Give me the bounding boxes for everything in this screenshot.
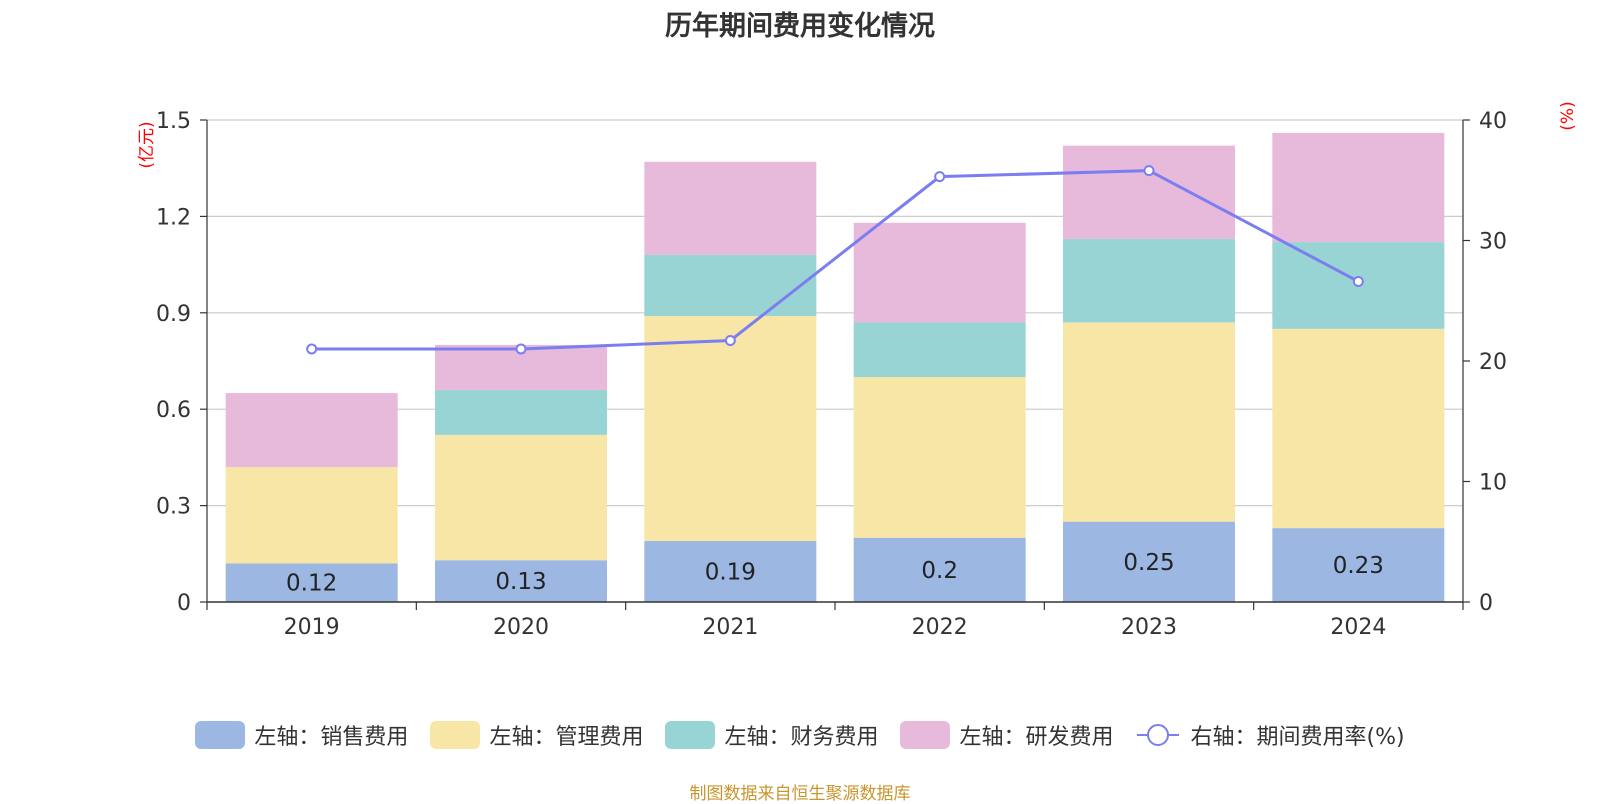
bar-segment-3-2023 (1063, 238, 1235, 323)
legend-swatch-sales (195, 721, 246, 749)
legend: 左轴：销售费用 左轴：管理费用 左轴：财务费用 左轴：研发费用 右轴：期间费用率… (0, 717, 1600, 753)
rate-point-2022 (934, 171, 946, 183)
right-tick-label: 30 (1479, 230, 1507, 255)
bar-segment-1-2019 (225, 563, 398, 602)
data-label: 0.25 (1123, 550, 1174, 576)
left-tick-label: 0.9 (156, 302, 191, 327)
chart-title: 历年期间费用变化情况 (665, 11, 935, 42)
right-tick-label: 20 (1479, 350, 1507, 375)
legend-label-admin: 左轴：管理费用 (489, 725, 644, 750)
bar-segment-2-2024 (1272, 328, 1445, 529)
right-tick-label: 10 (1479, 471, 1507, 496)
bar-segment-1-2020 (435, 560, 607, 602)
x-tick-label: 2024 (1330, 615, 1386, 640)
legend-item-rate[interactable]: 右轴：期间费用率(%) (1135, 719, 1405, 751)
left-tick-label: 0.6 (156, 398, 191, 423)
rate-point-2019 (306, 343, 318, 355)
bar-segment-4-2019 (225, 393, 398, 468)
bar-segment-1-2022 (853, 537, 1026, 602)
bar-segment-3-2022 (853, 322, 1026, 378)
left-tick-label: 1.2 (156, 205, 191, 230)
legend-item-admin[interactable]: 左轴：管理费用 (430, 719, 643, 751)
x-tick-label: 2020 (493, 615, 549, 640)
bar-segment-2-2020 (435, 434, 607, 561)
bar-segment-2-2021 (644, 316, 817, 541)
right-tick-label: 0 (1479, 591, 1493, 616)
legend-label-rnd: 左轴：研发费用 (959, 725, 1114, 750)
data-label: 0.2 (921, 558, 958, 584)
data-label: 0.12 (286, 571, 337, 597)
source-note: 制图数据来自恒生聚源数据库 (689, 784, 911, 804)
rate-point-2024 (1352, 275, 1364, 287)
legend-item-rnd[interactable]: 左轴：研发费用 (900, 719, 1113, 751)
legend-label-finance: 左轴：财务费用 (724, 725, 879, 750)
legend-label-sales: 左轴：销售费用 (254, 725, 409, 750)
rate-point-2020 (515, 343, 527, 355)
x-tick-label: 2019 (284, 615, 340, 640)
x-tick-label: 2023 (1121, 615, 1177, 640)
legend-swatch-rnd (900, 721, 951, 749)
rate-point-2021 (724, 335, 736, 347)
bar-segment-2-2019 (225, 467, 398, 564)
bar-segment-1-2023 (1063, 521, 1235, 602)
bar-segment-4-2024 (1272, 132, 1445, 243)
right-axis-unit-label: (%) (1558, 101, 1578, 130)
right-tick-label: 40 (1479, 109, 1507, 134)
bar-segment-2-2023 (1063, 322, 1235, 522)
bar-segment-1-2021 (644, 540, 817, 602)
left-axis-unit-label: (亿元) (137, 121, 157, 168)
x-tick-label: 2022 (912, 615, 968, 640)
legend-label-rate: 右轴：期间费用率(%) (1190, 725, 1405, 750)
bar-segment-2-2022 (853, 377, 1026, 538)
data-label: 0.13 (495, 569, 546, 595)
bar-segment-4-2022 (853, 222, 1026, 323)
bar-segment-3-2020 (435, 389, 607, 435)
x-tick-label: 2021 (702, 615, 758, 640)
bar-segment-4-2021 (644, 161, 817, 255)
legend-item-finance[interactable]: 左轴：财务费用 (665, 719, 878, 751)
left-tick-label: 1.5 (156, 109, 191, 134)
legend-swatch-finance (665, 721, 716, 749)
legend-item-sales[interactable]: 左轴：销售费用 (195, 719, 408, 751)
bar-segment-3-2021 (644, 254, 817, 317)
bar-segment-4-2023 (1063, 145, 1235, 239)
legend-swatch-admin (430, 721, 481, 749)
data-label: 0.19 (705, 559, 756, 585)
data-label: 0.23 (1333, 553, 1384, 579)
legend-line-marker-icon (1137, 724, 1180, 746)
left-tick-label: 0.3 (156, 495, 191, 520)
bar-segment-1-2024 (1272, 528, 1445, 602)
left-tick-label: 0 (177, 591, 191, 616)
rate-line (311, 169, 1360, 351)
rate-point-2023 (1143, 165, 1155, 177)
